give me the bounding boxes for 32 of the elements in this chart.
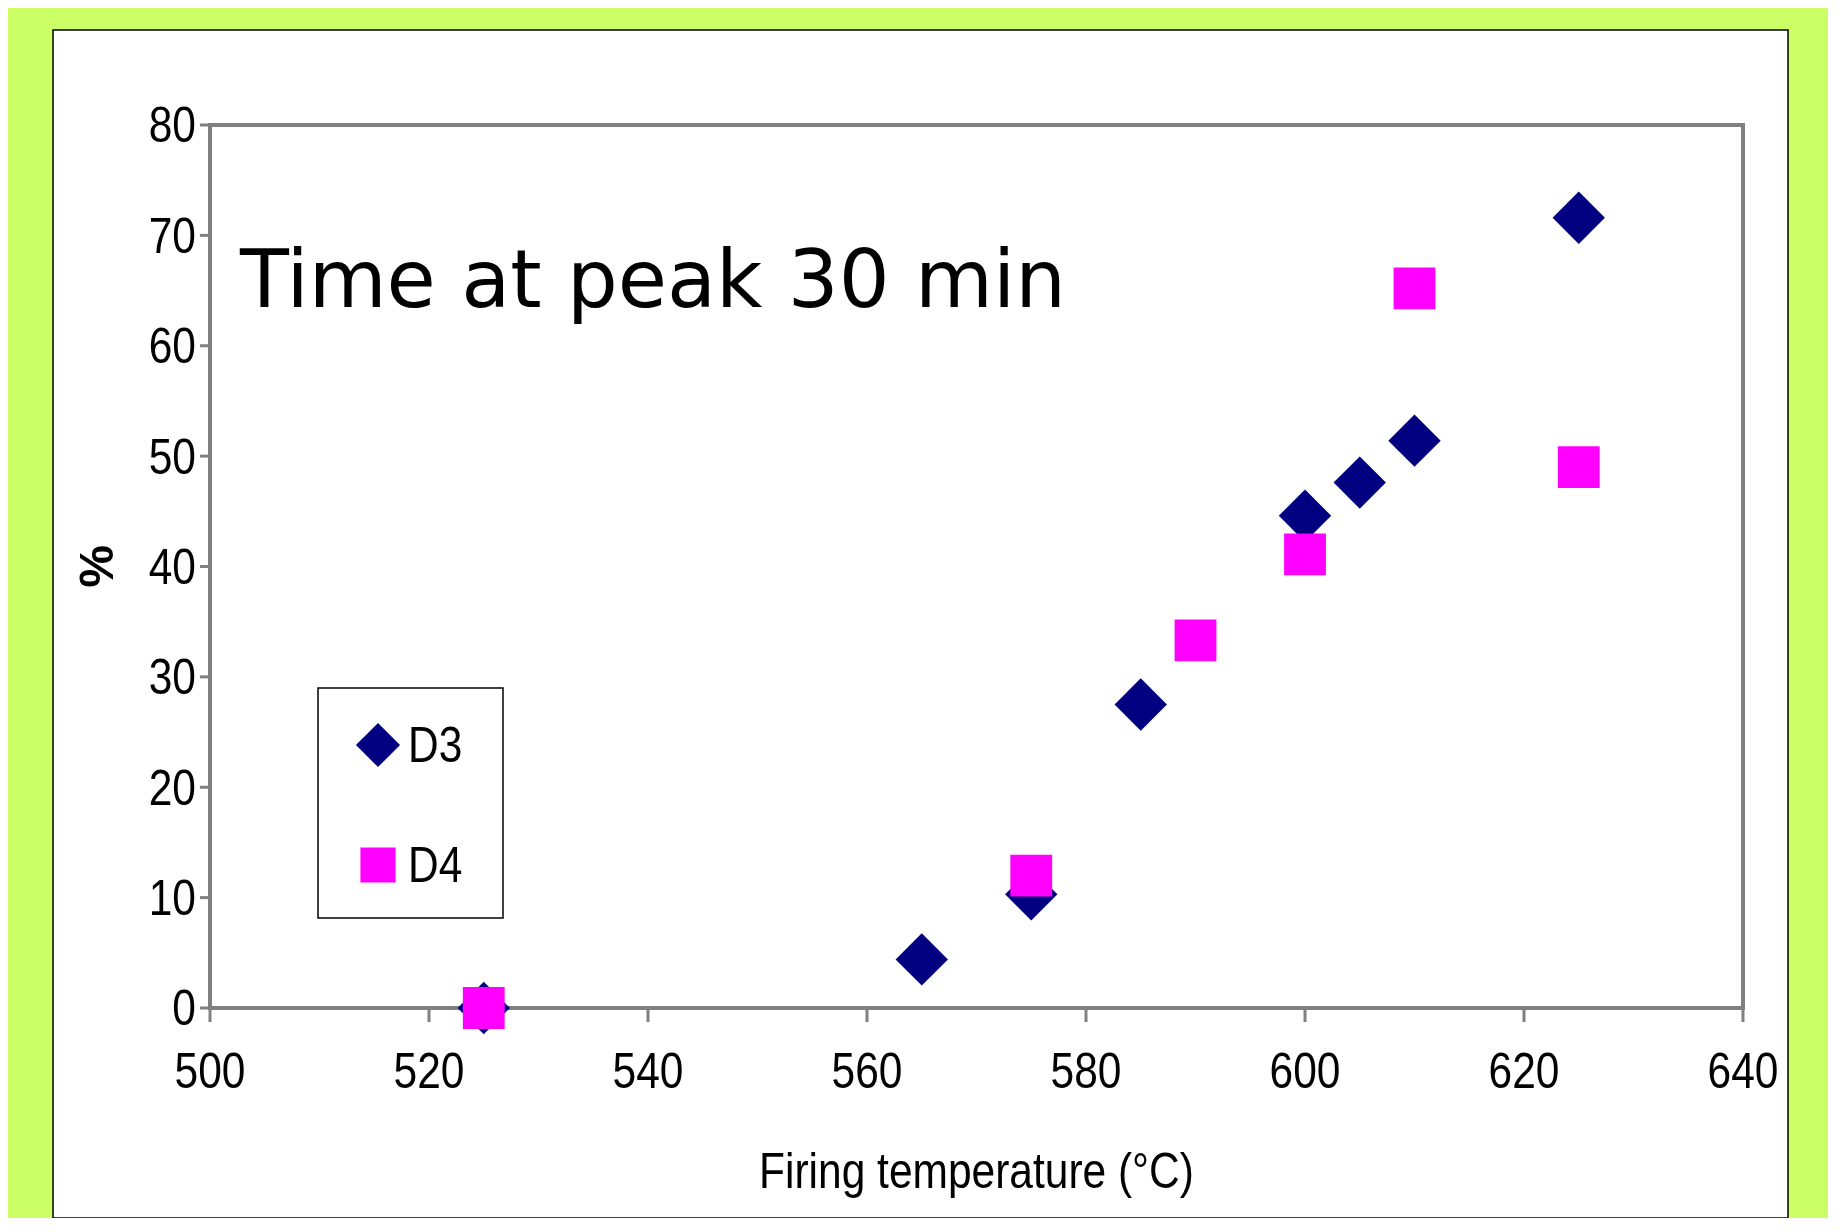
point: [1557, 446, 1600, 489]
y-tick-label: 80: [148, 97, 196, 154]
legend-label: D4: [408, 837, 463, 894]
y-tick-label: 10: [148, 869, 196, 926]
y-tick-label: 50: [148, 428, 196, 485]
point: [1284, 533, 1326, 576]
x-tick-label: 640: [1707, 1042, 1779, 1099]
y-axis-title: %: [70, 545, 123, 588]
legend-label: D3: [408, 717, 463, 774]
point: [1174, 619, 1217, 662]
x-tick-label: 540: [612, 1042, 684, 1099]
x-tick-label: 560: [831, 1042, 903, 1099]
y-tick-label: 40: [148, 538, 196, 595]
point: [895, 933, 948, 986]
x-tick-label: 520: [393, 1042, 465, 1099]
point: [1388, 414, 1441, 467]
y-tick-label: 30: [148, 649, 196, 706]
point: [1552, 191, 1605, 244]
x-tick-label: 600: [1269, 1042, 1341, 1099]
x-tick-label: 580: [1050, 1042, 1122, 1099]
y-tick-label: 0: [172, 980, 196, 1037]
point: [1393, 267, 1436, 310]
x-tick-label: 500: [174, 1042, 246, 1099]
point: [1010, 854, 1053, 897]
x-axis-title: Firing temperature (°C): [759, 1142, 1194, 1199]
y-tick-label: 70: [148, 207, 196, 264]
text: Time at peak 30 min: [239, 233, 1066, 327]
y-tick-label: 20: [148, 759, 196, 816]
point: [1114, 678, 1167, 731]
y-tick-label: 60: [148, 317, 196, 375]
point: [1333, 456, 1386, 509]
x-tick-label: 620: [1488, 1042, 1560, 1099]
